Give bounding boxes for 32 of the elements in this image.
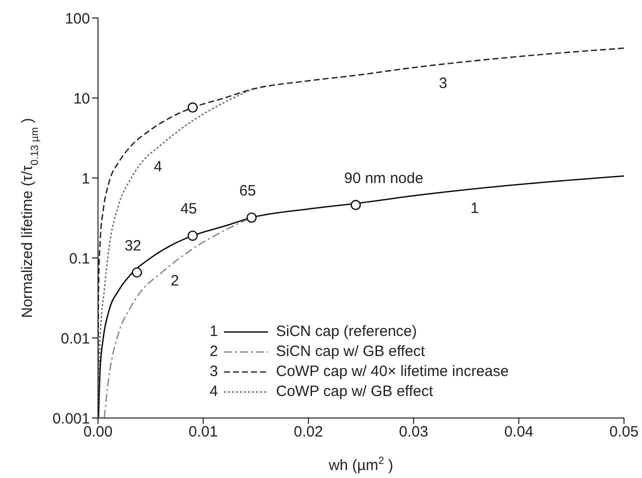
text: 1	[210, 322, 218, 340]
y-tick-label: 100	[64, 10, 90, 28]
y-tick-label: 10	[73, 90, 90, 108]
point	[350, 200, 361, 210]
point	[188, 230, 198, 241]
annotation: 90 nm node	[344, 170, 424, 187]
x-tick-label: 0.02	[294, 424, 323, 441]
text: 4	[210, 382, 218, 400]
y-tick-label: 0.1	[69, 250, 90, 268]
y-tick-label: 1	[82, 170, 90, 188]
x-tick-label: 0.05	[609, 424, 639, 441]
x-tick-label: 0.04	[504, 424, 534, 441]
annotation: 3	[438, 75, 448, 92]
annotation: 65	[239, 182, 256, 200]
x-axis-title: wh (µm$^{2}$)	[328, 455, 394, 474]
text: 2	[210, 342, 218, 360]
annotation: 45	[180, 200, 198, 218]
legend-label: CoWP cap w/ 40× lifetime increase	[276, 362, 509, 380]
x-tick-label: 0.01	[188, 424, 218, 441]
legend-label: SiCN cap w/ GB effect	[276, 342, 426, 360]
y-tick-label: 0.01	[60, 330, 90, 348]
point	[188, 102, 198, 113]
annotation: 1	[470, 200, 479, 217]
text: 3	[210, 362, 218, 380]
point	[246, 212, 257, 223]
x-tick-label: 0.03	[399, 424, 428, 441]
annotation: 2	[170, 272, 179, 290]
legend-label: CoWP cap w/ GB effect	[276, 382, 434, 400]
point	[132, 267, 142, 278]
legend-label: SiCN cap (reference)	[276, 322, 417, 340]
annotation: 32	[124, 237, 142, 254]
annotation: 4	[154, 158, 162, 176]
